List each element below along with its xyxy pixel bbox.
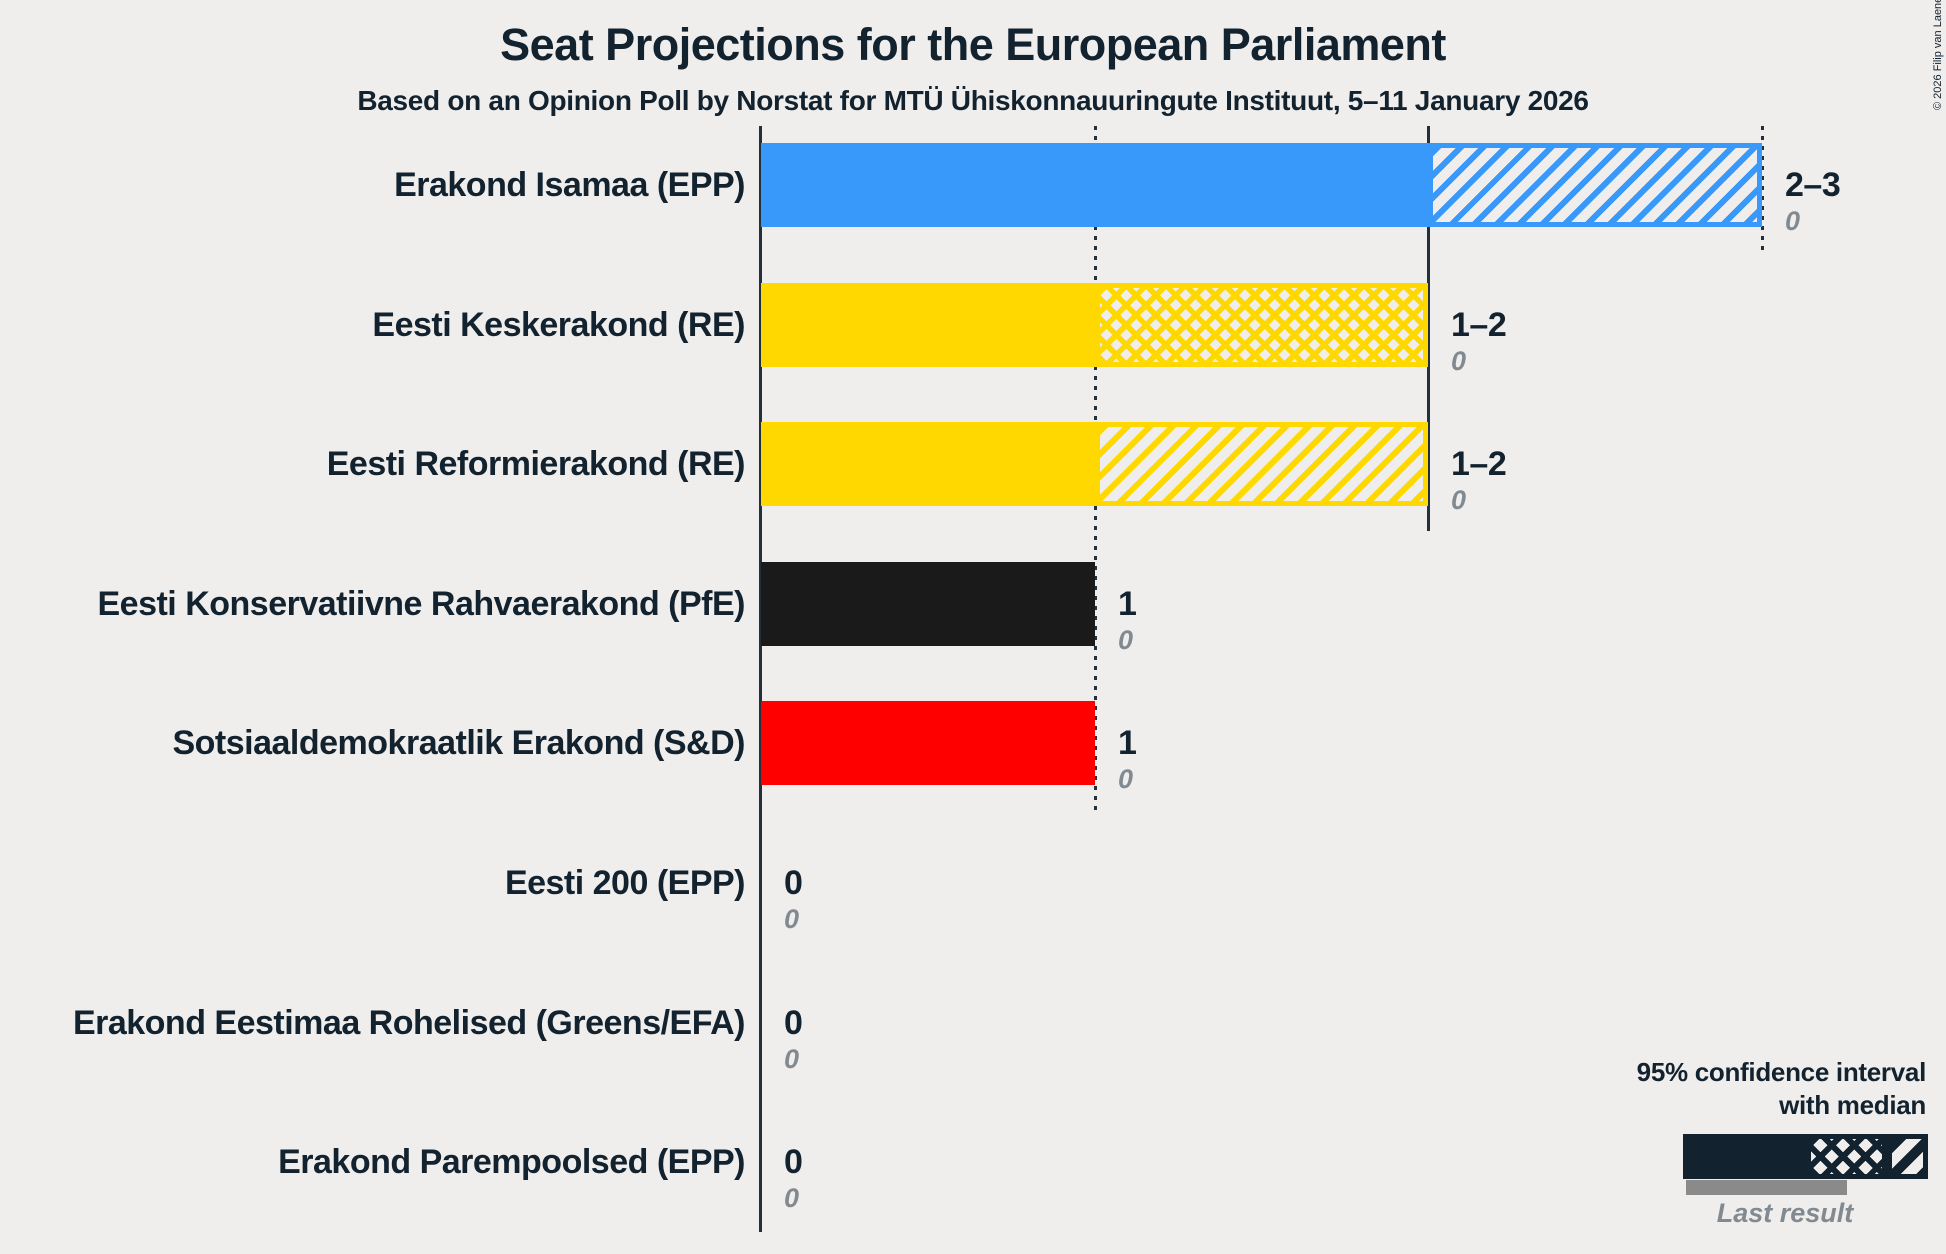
value-label: 0	[784, 1143, 803, 1181]
value-label: 1–2	[1451, 306, 1507, 344]
chart-title: Seat Projections for the European Parlia…	[500, 19, 1446, 70]
last-result-label: 0	[1785, 206, 1801, 236]
value-label: 0	[784, 1004, 803, 1042]
legend-sample-bar	[1683, 1134, 1928, 1179]
value-label: 1	[1118, 724, 1137, 762]
last-result-label: 0	[1451, 346, 1467, 376]
legend-title-line2: with median	[1779, 1090, 1926, 1120]
party-label: Erakond Eestimaa Rohelised (Greens/EFA)	[72, 1004, 746, 1042]
bar-solid-segment	[761, 562, 1095, 646]
last-result-label: 0	[784, 1044, 800, 1074]
chart-subtitle: Based on an Opinion Poll by Norstat for …	[357, 85, 1589, 116]
bar-diagonal-segment	[1428, 143, 1762, 227]
watermark-copyright: © 2026 Filip van Laenen	[1932, 0, 1944, 110]
legend-crosshatch-segment	[1806, 1134, 1887, 1179]
value-label: 0	[784, 864, 803, 902]
party-label: Eesti Keskerakond (RE)	[372, 306, 745, 344]
legend-title-line1: 95% confidence interval	[1636, 1057, 1927, 1087]
last-result-label: 0	[1451, 485, 1467, 515]
legend-solid-segment	[1683, 1134, 1806, 1179]
party-label: Eesti Reformierakond (RE)	[326, 445, 746, 483]
bar-diagonal-segment	[1095, 422, 1428, 506]
bar-solid-segment	[761, 701, 1095, 785]
y-axis-line	[759, 126, 762, 1232]
legend-last-result-label: Last result	[1716, 1198, 1854, 1228]
party-label: Erakond Isamaa (EPP)	[394, 166, 745, 204]
bar-solid-segment	[761, 283, 1095, 367]
value-label: 2–3	[1785, 166, 1841, 204]
value-label: 1	[1118, 585, 1137, 623]
legend-diagonal-segment	[1887, 1134, 1928, 1179]
gridline-2-solid	[1427, 126, 1430, 531]
value-label: 1–2	[1451, 445, 1507, 483]
last-result-label: 0	[1118, 625, 1134, 655]
party-label: Eesti Konservatiivne Rahvaerakond (PfE)	[97, 585, 745, 623]
last-result-label: 0	[1118, 764, 1134, 794]
last-result-label: 0	[784, 1183, 800, 1213]
party-label: Eesti 200 (EPP)	[504, 864, 746, 902]
bar-solid-segment	[761, 143, 1428, 227]
gridline-3-dotted	[1761, 126, 1764, 252]
party-label: Sotsiaaldemokraatlik Erakond (S&D)	[172, 724, 745, 762]
party-label: Erakond Parempoolsed (EPP)	[278, 1143, 745, 1181]
bar-crosshatch-segment	[1095, 283, 1428, 367]
bar-solid-segment	[761, 422, 1095, 506]
last-result-label: 0	[784, 904, 800, 934]
legend-last-result-bar	[1686, 1180, 1847, 1195]
